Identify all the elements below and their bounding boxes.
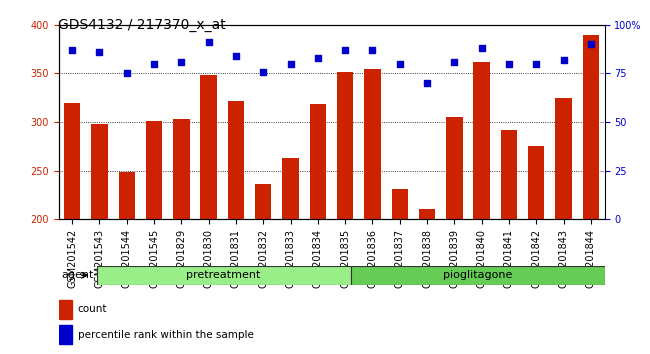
- Bar: [446, 117, 463, 219]
- Point: [367, 47, 378, 53]
- Bar: [391, 189, 408, 219]
- Bar: [555, 98, 572, 219]
- Point: [449, 59, 460, 64]
- Text: GDS4132 / 217370_x_at: GDS4132 / 217370_x_at: [58, 18, 226, 32]
- Text: agent: agent: [61, 270, 94, 280]
- Point: [476, 45, 487, 51]
- Point: [285, 61, 296, 67]
- Bar: [64, 103, 81, 219]
- Bar: [337, 72, 354, 219]
- Point: [586, 41, 596, 47]
- Bar: [419, 209, 436, 219]
- Bar: [118, 172, 135, 219]
- Point: [149, 61, 159, 67]
- Point: [422, 80, 432, 86]
- Bar: [58, 325, 72, 344]
- Point: [203, 39, 214, 45]
- Bar: [91, 124, 108, 219]
- Bar: [227, 101, 244, 219]
- Bar: [173, 119, 190, 219]
- Text: pretreatment: pretreatment: [187, 270, 261, 280]
- Bar: [309, 104, 326, 219]
- Bar: [582, 34, 599, 219]
- Point: [176, 59, 187, 64]
- Point: [395, 61, 405, 67]
- Bar: [200, 75, 217, 219]
- Bar: [282, 158, 299, 219]
- Text: percentile rank within the sample: percentile rank within the sample: [77, 330, 254, 340]
- Bar: [255, 184, 272, 219]
- Text: pioglitagone: pioglitagone: [443, 270, 512, 280]
- Point: [231, 53, 241, 59]
- Point: [313, 55, 323, 61]
- Point: [258, 69, 268, 74]
- Bar: [364, 69, 381, 219]
- Point: [94, 49, 105, 55]
- Point: [340, 47, 350, 53]
- Bar: [97, 266, 350, 285]
- Point: [122, 70, 132, 76]
- Point: [531, 61, 541, 67]
- Bar: [473, 62, 490, 219]
- Bar: [146, 121, 162, 219]
- Bar: [350, 266, 604, 285]
- Bar: [58, 300, 72, 319]
- Text: count: count: [77, 304, 107, 314]
- Point: [558, 57, 569, 63]
- Point: [504, 61, 514, 67]
- Bar: [528, 147, 545, 219]
- Bar: [500, 130, 517, 219]
- Point: [67, 47, 77, 53]
